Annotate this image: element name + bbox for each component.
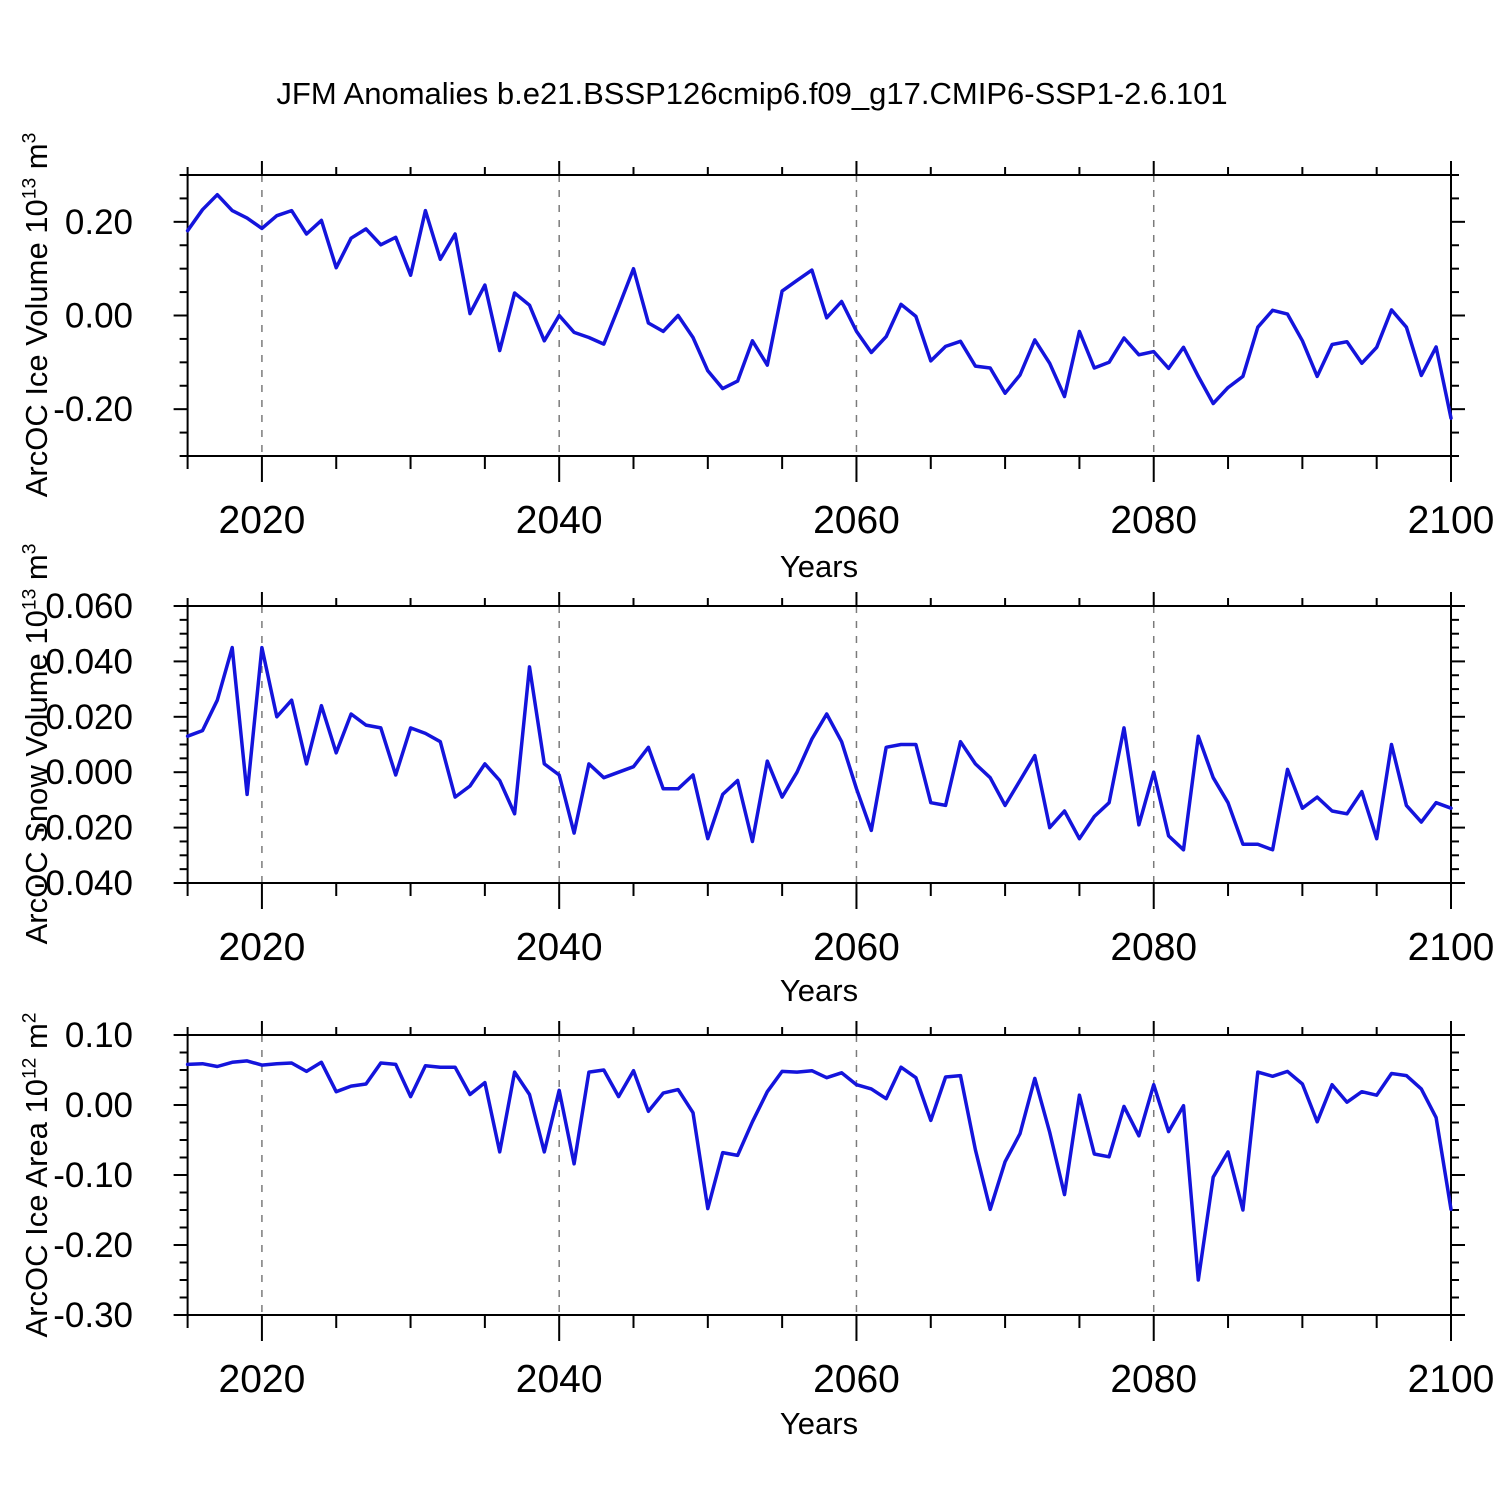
y-tick-label: -0.040 xyxy=(34,864,133,903)
x-tick-label: 2060 xyxy=(813,926,900,969)
plot-frame xyxy=(186,174,1453,457)
y-tick-label: 0.00 xyxy=(65,1086,133,1125)
y-axis-label-exponent: 13 xyxy=(19,588,41,611)
chart-panel-1: 0.20 0.00 -0.20 2020 2040 2060 2080 2100 xyxy=(53,161,1494,542)
x-tick-label: 2020 xyxy=(219,1358,306,1401)
x-tick-label: 2040 xyxy=(516,499,603,542)
y-axis-label-text: ArcOC Snow Volume 10 xyxy=(19,610,54,945)
x-tick-label: 2080 xyxy=(1110,1358,1197,1401)
y-tick-label: 0.040 xyxy=(45,642,133,681)
x-axis-label-years-1: Years xyxy=(779,549,859,584)
y-axis-label-text: ArcOC Ice Area 10 xyxy=(19,1079,54,1338)
x-tick-label: 2080 xyxy=(1110,499,1197,542)
y-tick-label: 0.020 xyxy=(45,698,133,737)
y-tick-label: -0.020 xyxy=(34,809,133,848)
plot-frame xyxy=(186,605,1453,884)
y-axis-label-ice-area: ArcOC Ice Area 1012 m2 xyxy=(19,1013,55,1338)
x-tick-label: 2060 xyxy=(813,1358,900,1401)
chart-panel-2: 0.060 0.040 0.020 0.000 -0.020 -0.040 2020 2040… xyxy=(34,587,1495,969)
y-tick-label: -0.30 xyxy=(53,1296,133,1335)
y-axis-label-unit: m xyxy=(19,1023,54,1058)
x-axis-label-years-3: Years xyxy=(779,1406,859,1441)
y-tick-label: 0.000 xyxy=(45,753,133,792)
x-tick-label: 2040 xyxy=(516,926,603,969)
x-tick-label: 2040 xyxy=(516,1358,603,1401)
x-tick-label: 2100 xyxy=(1408,1358,1495,1401)
x-tick-label: 2080 xyxy=(1110,926,1197,969)
y-axis-label-ice-volume: ArcOC Ice Volume 1013 m3 xyxy=(19,133,55,498)
y-tick-label: 0.10 xyxy=(65,1016,133,1055)
x-tick-label: 2060 xyxy=(813,499,900,542)
y-axis-label-text: ArcOC Ice Volume 10 xyxy=(19,199,54,498)
x-tick-label: 2100 xyxy=(1408,926,1495,969)
y-axis-label-unit-exponent: 2 xyxy=(19,1012,41,1024)
y-tick-label: -0.20 xyxy=(53,390,133,429)
y-axis-label-unit-exponent: 3 xyxy=(19,543,41,555)
series-line xyxy=(185,192,1453,420)
y-axis-label-exponent: 13 xyxy=(19,177,41,200)
x-tick-label: 2100 xyxy=(1408,499,1495,542)
y-axis-label-exponent: 12 xyxy=(19,1057,41,1080)
page-title: JFM Anomalies b.e21.BSSP126cmip6.f09_g17… xyxy=(276,76,1228,111)
y-axis-label-unit: m xyxy=(19,143,54,178)
y-tick-label: 0.060 xyxy=(45,587,133,626)
y-axis-label-snow-volume: ArcOC Snow Volume 1013 m3 xyxy=(19,544,55,945)
y-axis-label-unit: m xyxy=(19,554,54,589)
series-line xyxy=(185,1059,1453,1282)
y-tick-label: -0.20 xyxy=(53,1226,133,1265)
y-tick-label: -0.10 xyxy=(53,1156,133,1195)
series-line xyxy=(185,645,1453,852)
x-axis-label-years-2: Years xyxy=(779,973,859,1008)
chart-panel-3: 0.10 0.00 -0.10 -0.20 -0.30 2020 2040 2060 2080 2… xyxy=(53,1016,1494,1401)
plot-frame xyxy=(186,1034,1453,1316)
x-tick-label: 2020 xyxy=(219,499,306,542)
x-tick-label: 2020 xyxy=(219,926,306,969)
y-tick-label: 0.20 xyxy=(65,203,133,242)
y-axis-label-unit-exponent: 3 xyxy=(19,132,41,144)
y-tick-label: 0.00 xyxy=(65,297,133,336)
